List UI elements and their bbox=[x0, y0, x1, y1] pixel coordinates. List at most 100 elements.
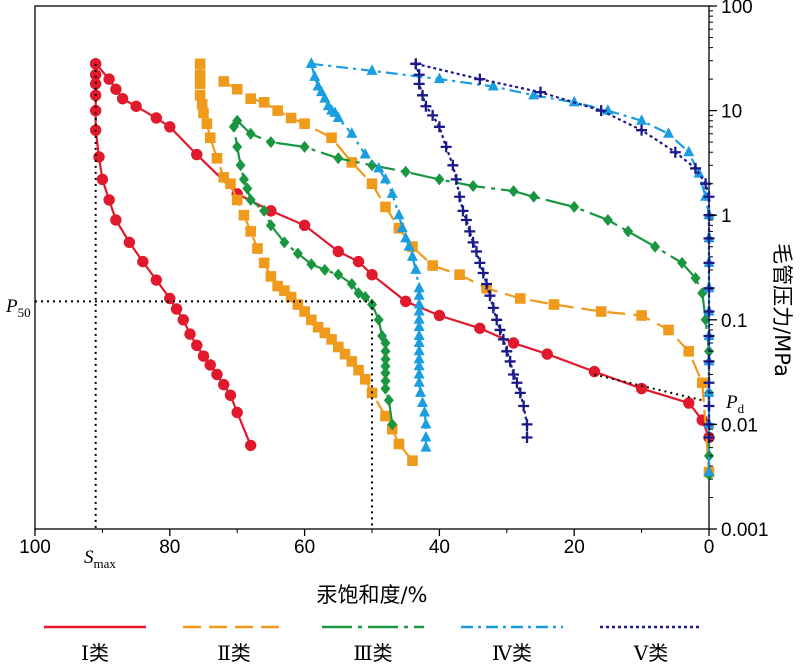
series-5-point bbox=[690, 162, 702, 174]
series-1-point bbox=[89, 69, 102, 81]
series-1-point bbox=[474, 322, 486, 334]
series-2-point bbox=[346, 157, 358, 168]
series-3-point bbox=[468, 180, 479, 193]
series-5-point bbox=[703, 306, 715, 318]
legend-label-5: Ⅴ类 bbox=[633, 641, 668, 665]
series-3-point bbox=[299, 140, 310, 153]
series-2-point bbox=[306, 314, 317, 326]
series-4-point bbox=[663, 127, 675, 138]
series-2-point bbox=[663, 324, 674, 336]
series-2-point bbox=[204, 132, 216, 144]
legend-label-1: Ⅰ类 bbox=[81, 641, 109, 665]
series-4-point bbox=[413, 305, 425, 316]
series-4-point bbox=[309, 70, 321, 81]
series-3-point bbox=[306, 258, 317, 271]
series-4-point bbox=[413, 320, 425, 332]
series-4-point bbox=[636, 114, 648, 125]
series-3-point bbox=[353, 287, 364, 300]
series-1-point bbox=[332, 245, 344, 258]
pd-label: Pd bbox=[725, 392, 745, 416]
series-1-point bbox=[96, 173, 109, 186]
series-3-point bbox=[346, 277, 357, 290]
series-3-point bbox=[380, 345, 391, 358]
series-3-point bbox=[235, 159, 246, 172]
series-5-point bbox=[464, 225, 476, 237]
series-5-point bbox=[457, 205, 469, 217]
series-1-point bbox=[123, 236, 136, 249]
series-4-point bbox=[410, 263, 422, 274]
x-tick-label: 80 bbox=[159, 537, 180, 558]
series-2-point bbox=[265, 271, 277, 282]
series-5-point bbox=[433, 121, 445, 133]
series-3-point bbox=[508, 185, 519, 198]
series-3-point bbox=[319, 263, 330, 276]
series-4-point bbox=[393, 208, 405, 220]
series-4-point bbox=[683, 145, 695, 157]
series-2-point bbox=[595, 306, 607, 317]
series-2-point bbox=[194, 69, 206, 81]
series-3-point bbox=[232, 114, 243, 127]
series-4-point bbox=[413, 313, 425, 324]
series-3-point bbox=[623, 225, 634, 238]
series-3-point bbox=[380, 374, 391, 387]
series-3-point bbox=[373, 313, 384, 326]
series-2-point bbox=[346, 356, 358, 367]
series-1-point bbox=[164, 121, 176, 133]
series-5-point bbox=[440, 141, 452, 153]
series-4-point bbox=[413, 376, 425, 387]
series-2-point bbox=[353, 364, 364, 376]
series-2-point bbox=[319, 327, 331, 339]
series-1-point bbox=[170, 303, 183, 315]
series-1-point bbox=[683, 397, 695, 409]
series-1-point bbox=[231, 406, 243, 419]
series-3-point bbox=[400, 165, 411, 178]
smax-label: Smax bbox=[84, 547, 116, 571]
series-1-point bbox=[191, 339, 203, 352]
series-5-point bbox=[703, 377, 715, 389]
series-2-point bbox=[299, 306, 310, 317]
series-5-point bbox=[511, 377, 523, 389]
x-tick-label: 100 bbox=[19, 537, 51, 558]
series-4-point bbox=[413, 281, 425, 293]
series-4-point bbox=[487, 79, 499, 91]
series-2-point bbox=[292, 299, 304, 310]
series-5-point bbox=[504, 355, 516, 367]
series-3-point bbox=[265, 219, 276, 232]
series-5-point bbox=[508, 368, 520, 380]
series-2-point bbox=[514, 293, 526, 304]
series-3-point bbox=[380, 360, 391, 373]
series-2-point bbox=[218, 76, 230, 87]
series-5-point bbox=[487, 302, 499, 314]
series-5-point bbox=[474, 73, 486, 85]
series-5-point bbox=[636, 124, 648, 136]
series-4-point bbox=[396, 221, 408, 233]
legend: Ⅰ类 Ⅱ类 Ⅲ类 Ⅳ类 Ⅴ类 bbox=[44, 625, 702, 665]
series-2-point bbox=[359, 373, 371, 385]
series-3-point bbox=[377, 330, 388, 343]
series-5-point bbox=[484, 290, 496, 302]
curves-layer bbox=[89, 57, 715, 481]
series-5-point bbox=[518, 400, 530, 412]
series-2-point bbox=[696, 377, 708, 389]
series-2-point bbox=[279, 285, 290, 296]
series-4-point bbox=[406, 250, 418, 261]
y-axis: 100 10 1 0.1 0.01 0.001 bbox=[709, 0, 769, 541]
series-1-point bbox=[352, 255, 365, 268]
series-5-point bbox=[703, 191, 715, 203]
series-2-point bbox=[218, 172, 230, 183]
x-axis: 100 80 60 40 20 0 bbox=[19, 529, 714, 558]
series-5-point bbox=[481, 278, 493, 290]
series-1-point bbox=[244, 439, 257, 452]
series-2-point bbox=[245, 93, 256, 104]
series-2-point bbox=[252, 243, 263, 254]
series-4-point bbox=[386, 187, 398, 198]
series-4-point bbox=[419, 405, 431, 417]
series-4-point bbox=[413, 352, 425, 364]
x-tick-label: 60 bbox=[294, 537, 315, 558]
series-2-point bbox=[407, 455, 418, 466]
y-tick-label: 0.01 bbox=[721, 415, 758, 436]
x-tick-label: 20 bbox=[564, 537, 585, 558]
series-2-point bbox=[258, 257, 270, 269]
x-tick-label: 40 bbox=[429, 537, 450, 558]
